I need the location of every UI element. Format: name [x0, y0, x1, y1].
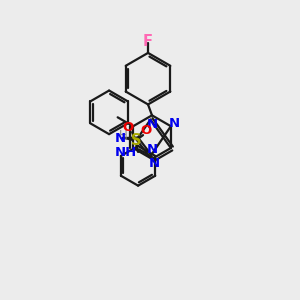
Text: N: N: [147, 118, 158, 131]
Text: H: H: [119, 129, 128, 142]
Text: F: F: [143, 34, 153, 49]
Text: N: N: [168, 117, 179, 130]
Text: O: O: [140, 124, 152, 137]
Text: O: O: [122, 121, 134, 134]
Text: S: S: [131, 133, 141, 148]
Text: N: N: [148, 158, 160, 170]
Text: N: N: [115, 132, 126, 145]
Text: N: N: [147, 143, 158, 156]
Text: NH: NH: [115, 146, 137, 160]
